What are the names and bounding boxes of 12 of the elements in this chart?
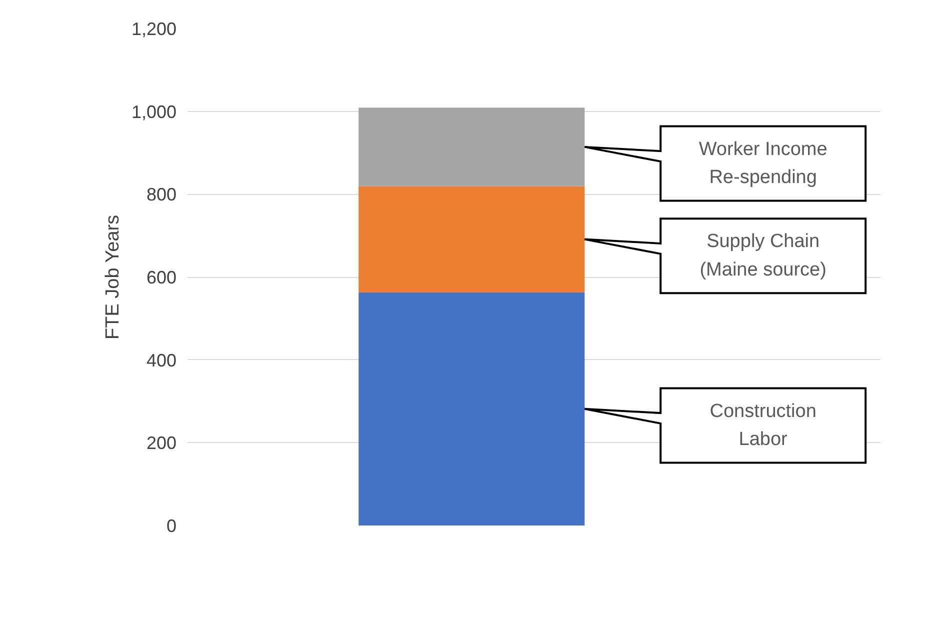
bar: [358, 292, 585, 526]
y-tick-label: 400: [146, 350, 177, 370]
y-tick-label: 600: [146, 268, 177, 288]
text: Construction Labor: [710, 400, 816, 450]
y-tick-label: 0: [166, 516, 177, 536]
y-tick-label: 1,200: [131, 19, 177, 39]
y-tick-label: 1,000: [131, 102, 177, 122]
text: Worker Income Re-spending: [698, 138, 828, 188]
text: Supply Chain (Maine source): [700, 231, 826, 281]
y-axis-title: FTE Job Years: [102, 214, 124, 340]
y-tick-label: 800: [146, 184, 177, 205]
y-tick-label: 200: [146, 433, 177, 454]
